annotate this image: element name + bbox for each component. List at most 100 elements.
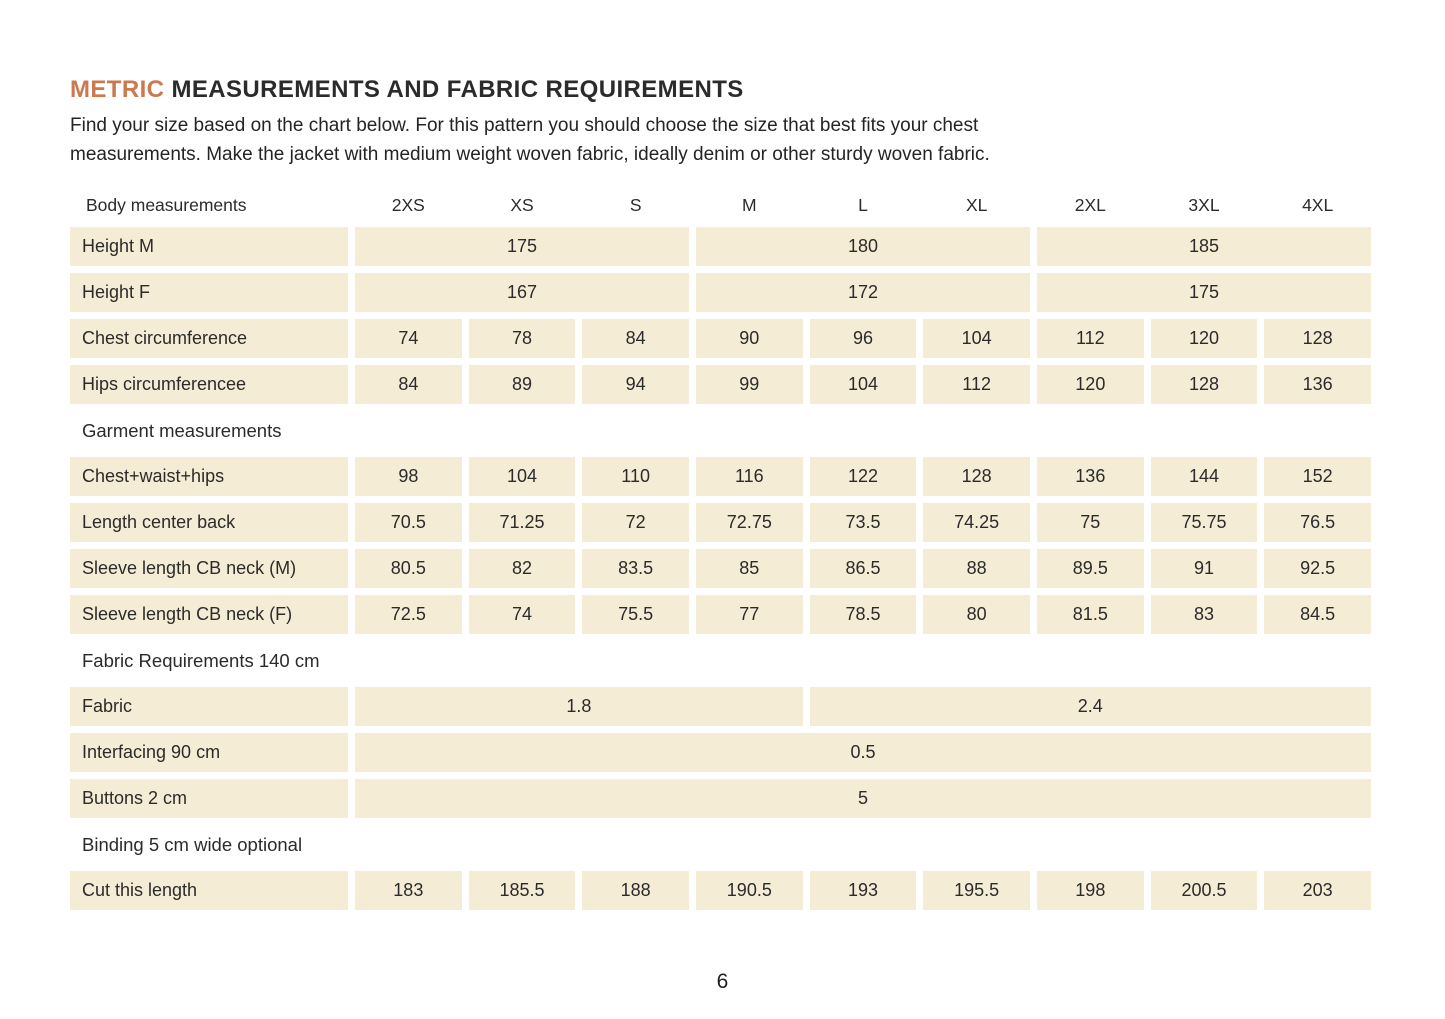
data-cell: 96 [809, 319, 917, 358]
data-cell: 116 [695, 457, 803, 496]
data-cell: 175 [355, 227, 689, 266]
data-cell: 136 [1036, 457, 1144, 496]
size-column-header: L [809, 190, 917, 220]
row-label: Interfacing 90 cm [70, 733, 348, 772]
data-cell: 2.4 [809, 687, 1371, 726]
data-cell: 188 [582, 871, 689, 910]
size-chart-table: Body measurements 2XS XS S M L XL 2XL 3XL 4XL Heig… [70, 190, 1371, 910]
data-cell: 112 [1036, 319, 1144, 358]
data-cell: 82 [468, 549, 576, 588]
intro-line-2: measurements. Make the jacket with mediu… [70, 144, 990, 165]
data-cell: 136 [1264, 365, 1371, 404]
intro-paragraph: Find your size based on the chart below.… [70, 111, 1371, 169]
data-cell: 175 [1036, 273, 1371, 312]
data-cell: 84 [582, 319, 689, 358]
data-cell: 128 [923, 457, 1030, 496]
data-cell: 183 [355, 871, 462, 910]
data-cell: 190.5 [695, 871, 803, 910]
data-cell: 84.5 [1264, 595, 1371, 634]
size-column-header: XL [923, 190, 1030, 220]
data-cell: 152 [1264, 457, 1371, 496]
data-cell: 185.5 [468, 871, 576, 910]
data-cell: 84 [355, 365, 462, 404]
data-cell: 198 [1036, 871, 1144, 910]
row-label: Buttons 2 cm [70, 779, 348, 818]
data-cell: 78 [468, 319, 576, 358]
row-label: Length center back [70, 503, 348, 542]
data-cell: 72.75 [695, 503, 803, 542]
data-cell: 98 [355, 457, 462, 496]
data-cell: 144 [1150, 457, 1258, 496]
data-cell: 0.5 [355, 733, 1371, 772]
data-cell: 74 [355, 319, 462, 358]
row-label: Hips circumferencee [70, 365, 348, 404]
size-column-header: 3XL [1150, 190, 1258, 220]
data-cell: 71.25 [468, 503, 576, 542]
row-label: Sleeve length CB neck (F) [70, 595, 348, 634]
row-label: Sleeve length CB neck (M) [70, 549, 348, 588]
row-label: Chest+waist+hips [70, 457, 348, 496]
data-cell: 122 [809, 457, 917, 496]
section-heading: Fabric Requirements 140 cm [70, 641, 1371, 680]
table-header-label: Body measurements [70, 190, 348, 220]
size-column-header: S [582, 190, 689, 220]
size-column-header: M [695, 190, 803, 220]
data-cell: 167 [355, 273, 689, 312]
data-cell: 75.5 [582, 595, 689, 634]
data-cell: 99 [695, 365, 803, 404]
data-cell: 86.5 [809, 549, 917, 588]
data-cell: 172 [695, 273, 1030, 312]
data-cell: 78.5 [809, 595, 917, 634]
data-cell: 1.8 [355, 687, 803, 726]
data-cell: 180 [695, 227, 1030, 266]
data-cell: 72 [582, 503, 689, 542]
data-cell: 70.5 [355, 503, 462, 542]
data-cell: 76.5 [1264, 503, 1371, 542]
data-cell: 203 [1264, 871, 1371, 910]
data-cell: 89 [468, 365, 576, 404]
data-cell: 89.5 [1036, 549, 1144, 588]
data-cell: 195.5 [923, 871, 1030, 910]
page-title: METRIC MEASUREMENTS AND FABRIC REQUIREME… [70, 76, 1371, 104]
data-cell: 83.5 [582, 549, 689, 588]
data-cell: 128 [1150, 365, 1258, 404]
data-cell: 104 [809, 365, 917, 404]
size-column-header: 2XL [1036, 190, 1144, 220]
data-cell: 75.75 [1150, 503, 1258, 542]
row-label: Fabric [70, 687, 348, 726]
data-cell: 83 [1150, 595, 1258, 634]
section-heading: Binding 5 cm wide optional [70, 825, 1371, 864]
data-cell: 112 [923, 365, 1030, 404]
data-cell: 120 [1036, 365, 1144, 404]
data-cell: 92.5 [1264, 549, 1371, 588]
data-cell: 74 [468, 595, 576, 634]
data-cell: 81.5 [1036, 595, 1144, 634]
data-cell: 80.5 [355, 549, 462, 588]
data-cell: 74.25 [923, 503, 1030, 542]
size-column-header: 4XL [1264, 190, 1371, 220]
data-cell: 94 [582, 365, 689, 404]
row-label: Height F [70, 273, 348, 312]
data-cell: 75 [1036, 503, 1144, 542]
data-cell: 110 [582, 457, 689, 496]
row-label: Height M [70, 227, 348, 266]
row-label: Chest circumference [70, 319, 348, 358]
data-cell: 90 [695, 319, 803, 358]
data-cell: 185 [1036, 227, 1371, 266]
size-column-header: XS [468, 190, 576, 220]
section-heading: Garment measurements [70, 411, 1371, 450]
data-cell: 120 [1150, 319, 1258, 358]
data-cell: 193 [809, 871, 917, 910]
data-cell: 80 [923, 595, 1030, 634]
page-title-rest: MEASUREMENTS AND FABRIC REQUIREMENTS [164, 76, 744, 103]
data-cell: 91 [1150, 549, 1258, 588]
intro-line-1: Find your size based on the chart below.… [70, 115, 979, 136]
page-content: METRIC MEASUREMENTS AND FABRIC REQUIREME… [70, 76, 1371, 910]
data-cell: 73.5 [809, 503, 917, 542]
data-cell: 77 [695, 595, 803, 634]
row-label: Cut this length [70, 871, 348, 910]
data-cell: 72.5 [355, 595, 462, 634]
size-column-header: 2XS [355, 190, 462, 220]
data-cell: 85 [695, 549, 803, 588]
data-cell: 200.5 [1150, 871, 1258, 910]
